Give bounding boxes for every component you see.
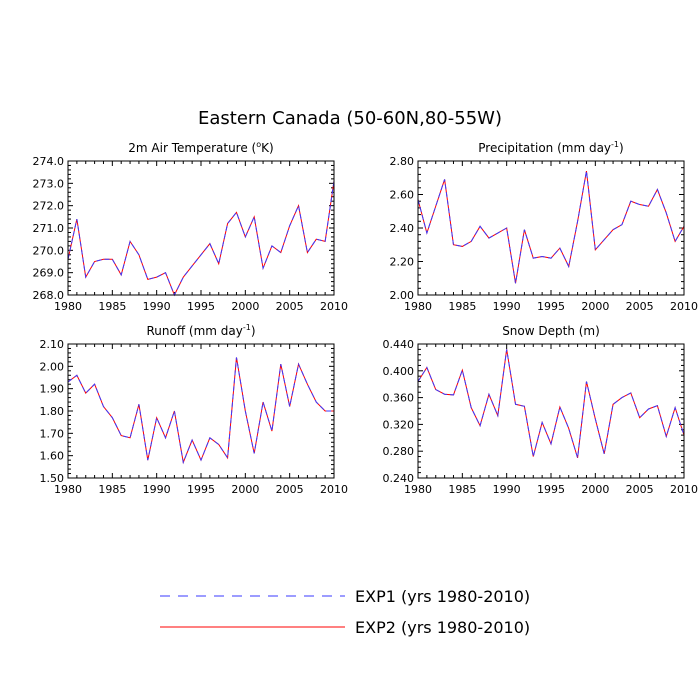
snow-depth-series-exp1	[417, 349, 685, 459]
precipitation-xtick-label: 2010	[670, 300, 698, 313]
precipitation-xtick-label: 1980	[404, 300, 432, 313]
legend-label-exp1: EXP1 (yrs 1980-2010)	[355, 587, 530, 606]
legend-label-exp2: EXP2 (yrs 1980-2010)	[355, 618, 530, 637]
air-temperature-ytick-label: 274.0	[33, 155, 65, 168]
snow-depth-ytick-label: 0.320	[383, 418, 415, 431]
snow-depth-xtick-label: 1985	[448, 483, 476, 496]
snow-depth-xtick-label: 1980	[404, 483, 432, 496]
snow-depth-frame	[417, 343, 685, 479]
runoff-ytick-label: 2.10	[40, 338, 65, 351]
panel-air-temperature: 2m Air Temperature (oK) 1980 1985 1990 1995 2…	[33, 140, 349, 313]
snow-depth-xtick-label: 2010	[670, 483, 698, 496]
runoff-xtick-label: 1990	[143, 483, 171, 496]
air-temperature-series-exp1	[67, 181, 335, 297]
air-temperature-xtick-label: 1990	[143, 300, 171, 313]
air-temperature-title-end: K)	[261, 141, 274, 155]
precipitation-xtick-label: 1990	[493, 300, 521, 313]
air-temperature-ytick-label: 271.0	[33, 222, 65, 235]
runoff-xtick-label: 2010	[320, 483, 348, 496]
precipitation-xtick-label: 1995	[537, 300, 565, 313]
panel-precipitation: Precipitation (mm day-1) 1980 1985 1990 1995…	[390, 140, 699, 313]
snow-depth-ytick-label: 0.240	[383, 472, 415, 485]
precipitation-title-end: )	[619, 141, 624, 155]
air-temperature-xtick-label: 1985	[98, 300, 126, 313]
runoff-ytick-label: 1.70	[40, 427, 65, 440]
air-temperature-ytick-label: 273.0	[33, 177, 65, 190]
runoff-ytick-label: 1.50	[40, 472, 65, 485]
runoff-xtick-label: 1980	[54, 483, 82, 496]
snow-depth-xtick-label: 1995	[537, 483, 565, 496]
snow-depth-ytick-label: 0.400	[383, 365, 415, 378]
precipitation-series-exp2	[417, 170, 685, 284]
runoff-title: Runoff (mm day-1)	[146, 323, 255, 338]
air-temperature-series-exp2	[67, 181, 335, 297]
runoff-series-exp1	[67, 357, 334, 465]
runoff-xtick-label: 2005	[276, 483, 304, 496]
air-temperature-title-text: 2m Air Temperature (	[128, 141, 256, 155]
snow-depth-ytick-label: 0.440	[383, 338, 415, 351]
panel-snow-depth: Snow Depth (m) 1980 1985 1990 1995 2000 2005 20…	[383, 324, 699, 496]
runoff-series-exp2	[67, 357, 334, 465]
snow-depth-xtick-label: 1990	[493, 483, 521, 496]
snow-depth-ytick-label: 0.280	[383, 445, 415, 458]
precipitation-xtick-label: 2000	[581, 300, 609, 313]
runoff-ytick-label: 2.00	[40, 360, 65, 373]
legend: EXP1 (yrs 1980-2010) EXP2 (yrs 1980-2010…	[160, 587, 530, 637]
air-temperature-title: 2m Air Temperature (oK)	[128, 140, 273, 155]
runoff-xtick-label: 1995	[187, 483, 215, 496]
precipitation-ytick-label: 2.40	[390, 222, 415, 235]
figure-title: Eastern Canada (50-60N,80-55W)	[198, 108, 502, 129]
precipitation-ytick-label: 2.20	[390, 256, 415, 269]
panels: 2m Air Temperature (oK) 1980 1985 1990 1995 2…	[33, 140, 699, 496]
precipitation-xtick-label: 2005	[626, 300, 654, 313]
air-temperature-xtick-label: 1995	[187, 300, 215, 313]
runoff-ytick-label: 1.90	[40, 383, 65, 396]
air-temperature-ytick-label: 268.0	[33, 289, 65, 302]
snow-depth-series-exp2	[417, 349, 685, 459]
air-temperature-xtick-label: 1980	[54, 300, 82, 313]
precipitation-ytick-label: 2.60	[390, 189, 415, 202]
precipitation-xtick-label: 1985	[448, 300, 476, 313]
precipitation-ytick-label: 2.00	[390, 289, 415, 302]
precipitation-series-exp1	[417, 170, 685, 284]
snow-depth-xtick-label: 2005	[626, 483, 654, 496]
air-temperature-ytick-label: 269.0	[33, 267, 65, 280]
air-temperature-ytick-label: 272.0	[33, 200, 65, 213]
precipitation-title: Precipitation (mm day-1)	[478, 140, 623, 155]
runoff-ytick-label: 1.80	[40, 405, 65, 418]
air-temperature-ytick-label: 270.0	[33, 244, 65, 257]
snow-depth-ytick-label: 0.360	[383, 392, 415, 405]
air-temperature-xtick-label: 2005	[276, 300, 304, 313]
snow-depth-title: Snow Depth (m)	[502, 324, 600, 338]
precipitation-title-text: Precipitation (mm day	[478, 141, 611, 155]
air-temperature-title-sup: o	[256, 140, 261, 149]
runoff-title-text: Runoff (mm day	[146, 324, 242, 338]
runoff-frame	[67, 343, 335, 479]
snow-depth-xtick-label: 2000	[581, 483, 609, 496]
runoff-title-end: )	[251, 324, 256, 338]
runoff-xtick-label: 2000	[231, 483, 259, 496]
precipitation-ytick-label: 2.80	[390, 155, 415, 168]
air-temperature-xtick-label: 2010	[320, 300, 348, 313]
precipitation-frame	[417, 160, 685, 296]
panel-runoff: Runoff (mm day-1) 1980 1985 1990 1995 2000 200…	[40, 323, 349, 496]
runoff-title-sup: -1	[243, 323, 251, 332]
precipitation-title-sup: -1	[611, 140, 619, 149]
snow-depth-title-text: Snow Depth (m)	[502, 324, 600, 338]
air-temperature-frame	[67, 160, 335, 296]
runoff-ytick-label: 1.60	[40, 450, 65, 463]
runoff-xtick-label: 1985	[98, 483, 126, 496]
air-temperature-xtick-label: 2000	[231, 300, 259, 313]
